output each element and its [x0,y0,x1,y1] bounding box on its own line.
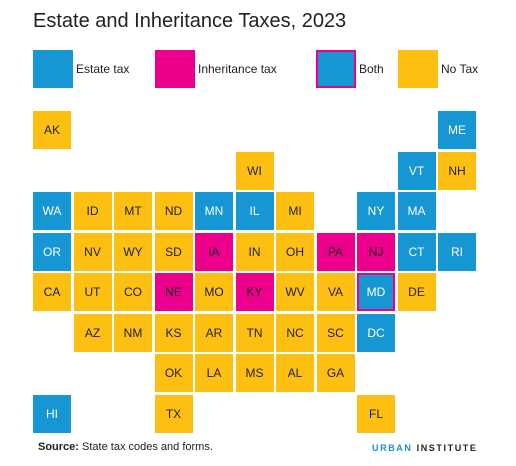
state-tile-ma[interactable]: MA [397,192,436,230]
state-tile-al[interactable]: AL [276,354,314,392]
state-tile-mt[interactable]: MT [114,192,152,230]
state-tile-md[interactable]: MD [357,273,395,311]
state-tile-nv[interactable]: NV [73,232,112,271]
state-tile-az[interactable]: AZ [73,313,112,352]
legend-swatch-inheritance [155,50,195,88]
state-tile-wa[interactable]: WA [33,192,71,230]
state-tile-wi[interactable]: WI [235,151,274,190]
state-tile-mn[interactable]: MN [195,192,233,230]
state-tile-ca[interactable]: CA [33,273,71,311]
legend-label-inheritance: Inheritance tax [198,62,277,76]
state-tile-co[interactable]: CO [114,273,152,311]
state-tile-ms[interactable]: MS [235,354,274,392]
state-tile-nm[interactable]: NM [114,313,152,352]
state-tile-ar[interactable]: AR [195,313,233,352]
state-tile-nh[interactable]: NH [438,151,476,190]
state-tile-ne[interactable]: NE [154,273,193,311]
state-tile-mi[interactable]: MI [276,192,314,230]
source-label: Source: [38,441,79,453]
state-tile-nd[interactable]: ND [154,192,193,230]
state-tile-ky[interactable]: KY [235,273,274,311]
urban-institute-logo: URBAN INSTITUTE [372,443,478,453]
source-note: Source: State tax codes and forms. [38,441,213,453]
state-tile-in[interactable]: IN [235,232,274,271]
legend-swatch-estate [33,50,73,88]
state-tile-ny[interactable]: NY [357,192,395,230]
state-tile-ri[interactable]: RI [438,232,476,271]
source-text: State tax codes and forms. [78,441,213,453]
state-tile-la[interactable]: LA [195,354,233,392]
state-tile-hi[interactable]: HI [33,394,71,433]
state-tile-nj[interactable]: NJ [357,232,395,271]
state-tile-ia[interactable]: IA [195,232,233,271]
state-tile-sc[interactable]: SC [316,313,355,352]
state-tile-pa[interactable]: PA [316,232,355,271]
state-tile-sd[interactable]: SD [154,232,193,271]
state-tile-oh[interactable]: OH [276,232,314,271]
state-tile-de[interactable]: DE [397,273,436,311]
state-tile-fl[interactable]: FL [357,394,395,433]
legend-swatch-both [316,50,356,88]
state-tile-vt[interactable]: VT [397,151,436,190]
state-tile-me[interactable]: ME [438,111,476,149]
state-tile-tx[interactable]: TX [154,394,193,433]
legend-label-estate: Estate tax [76,62,130,76]
legend-label-both: Both [359,62,384,76]
chart-title: Estate and Inheritance Taxes, 2023 [33,10,347,32]
state-tile-ok[interactable]: OK [154,354,193,392]
state-tile-nc[interactable]: NC [276,313,314,352]
state-tile-mo[interactable]: MO [195,273,233,311]
state-tile-va[interactable]: VA [316,273,355,311]
legend-label-none: No Tax [441,62,479,76]
state-tile-il[interactable]: IL [235,192,274,230]
state-tile-ks[interactable]: KS [154,313,193,352]
state-tile-wv[interactable]: WV [276,273,314,311]
state-tile-ut[interactable]: UT [73,273,112,311]
state-tile-id[interactable]: ID [73,192,112,230]
state-tile-or[interactable]: OR [33,232,71,271]
state-tile-wy[interactable]: WY [114,232,152,271]
legend-swatch-none [398,50,438,88]
state-tile-ga[interactable]: GA [316,354,355,392]
state-tile-dc[interactable]: DC [357,313,395,352]
state-tile-ak[interactable]: AK [33,111,71,149]
state-tile-tn[interactable]: TN [235,313,274,352]
state-tile-ct[interactable]: CT [397,232,436,271]
